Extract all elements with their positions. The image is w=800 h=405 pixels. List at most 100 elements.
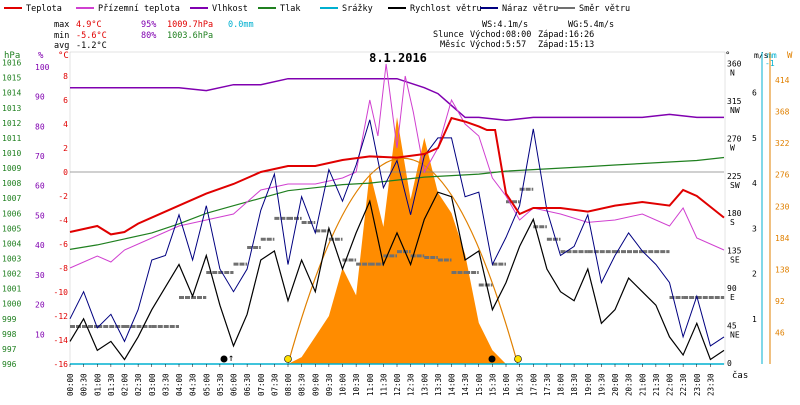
pct-tick-2: 80 [35,122,45,131]
hpa-tick-13: 1003 [2,254,21,263]
info-ws: WS:4.1m/s [482,20,528,30]
pct-unit: % [38,51,44,61]
hpa-tick-6: 1010 [2,149,21,158]
time-tick-30: 15:00 [475,373,484,396]
w-tick-4: 230 [775,202,790,211]
c-tick-0: 8 [63,72,68,81]
c-tick-11: -14 [54,336,69,345]
w-tick-0: 414 [775,76,790,85]
time-tick-11: 05:30 [216,373,225,396]
pct-tick-7: 30 [35,271,45,280]
hpa-unit: hPa [4,51,20,61]
ms-tick-1: 5 [752,134,757,143]
sunrise-marker [284,355,292,363]
left-axes: 1016101510141013101210111010100910081007… [2,59,68,369]
stats-min-hum: 80% [141,31,156,41]
legend-label-2: Vlhkost [212,4,248,14]
c-tick-9: -10 [54,288,69,297]
time-tick-14: 07:00 [257,373,266,396]
pressure-line [69,156,725,250]
stats-min-press: 1003.6hPa [167,31,213,41]
time-tick-17: 08:30 [298,373,307,396]
time-tick-36: 18:00 [557,373,566,396]
time-axis-label: čas [732,370,748,381]
time-tick-0: 00:00 [66,373,75,396]
hpa-tick-5: 1011 [2,134,21,143]
pct-tick-4: 60 [35,182,45,191]
wind-speed-line [69,191,725,361]
time-tick-46: 23:00 [693,373,702,396]
pct-tick-3: 70 [35,152,45,161]
hpa-tick-2: 1014 [2,89,21,98]
time-tick-40: 20:00 [611,373,620,396]
hpa-tick-8: 1008 [2,179,21,188]
c-unit: °C [58,51,69,61]
time-tick-3: 01:30 [107,373,116,396]
dir-tick-4: S [730,218,735,227]
deg-tick-6: 90 [727,284,737,293]
deg-tick-2: 270 [727,134,742,143]
time-tick-12: 06:00 [230,373,239,396]
info-moon-set: Západ:15:13 [538,40,594,50]
legend-label-1: Přízemní teplota [98,4,180,14]
deg-tick-4: 180 [727,209,742,218]
info-wg: WG:5.4m/s [568,20,614,30]
stats-min-label: min [54,31,69,41]
hpa-tick-19: 997 [2,345,17,354]
hpa-tick-3: 1013 [2,104,21,113]
c-tick-3: 2 [63,144,68,153]
time-tick-21: 10:30 [352,373,361,396]
time-tick-23: 11:30 [379,373,388,396]
deg-tick-5: 135 [727,247,742,256]
time-tick-31: 15:30 [488,373,497,396]
pct-tick-8: 20 [35,301,45,310]
c-tick-5: -2 [58,192,68,201]
stats-max-temp: 4.9°C [76,20,102,30]
c-tick-7: -6 [58,240,68,249]
time-axis: 00:00 00:30 01:00 01:30 02:00 02:30 03:00 03:30… [66,364,715,396]
deg-tick-8: 0 [727,359,732,368]
time-tick-7: 03:30 [161,373,170,396]
legend-label-4: Srážky [342,4,373,14]
stats-max-label: max [54,20,69,30]
w-tick-6: 138 [775,265,790,274]
dir-tick-0: N [730,68,735,77]
time-tick-16: 08:00 [284,373,293,396]
time-tick-47: 23:30 [706,373,715,396]
deg-tick-1: 315 [727,97,742,106]
time-tick-22: 11:00 [366,373,375,396]
dir-tick-1: NW [730,106,740,115]
stats-max-rain: 0.0mm [228,20,254,30]
w-unit: W [787,51,793,61]
dir-tick-5: SE [730,256,740,265]
info-moon-rise: Východ:5:57 [470,40,526,50]
mm-unit: mm [767,51,777,60]
c-tick-8: -8 [58,264,68,273]
time-tick-25: 12:30 [407,373,416,396]
sunset-marker [514,355,522,363]
info-block: WS:4.1m/s WG:5.4m/s Slunce Východ:08:00 … [433,20,614,50]
right-axes: 360N315NW270W225SW180S135SE90E45NE065432… [727,52,790,368]
solar-curve [287,157,519,365]
time-tick-29: 14:30 [461,373,470,396]
c-tick-1: 6 [63,96,68,105]
time-tick-2: 01:00 [93,373,102,396]
hpa-tick-14: 1002 [2,270,21,279]
time-tick-35: 17:30 [543,373,552,396]
legend: Teplota Přízemní teplota Vlhkost Tlak Srážky… [4,4,630,14]
dir-tick-2: W [730,143,735,152]
date-title: 8.1.2016 [369,51,427,65]
hpa-tick-15: 1001 [2,285,21,294]
pct-tick-9: 10 [35,330,45,339]
time-tick-6: 03:00 [148,373,157,396]
hpa-tick-20: 996 [2,360,17,369]
pct-tick-6: 40 [35,241,45,250]
time-tick-37: 18:30 [570,373,579,396]
pct-tick-1: 90 [35,93,45,102]
time-tick-39: 19:30 [597,373,606,396]
dir-tick-7: NE [730,331,740,340]
legend-label-3: Tlak [280,4,300,14]
astro-markers: ↑ [220,353,522,364]
